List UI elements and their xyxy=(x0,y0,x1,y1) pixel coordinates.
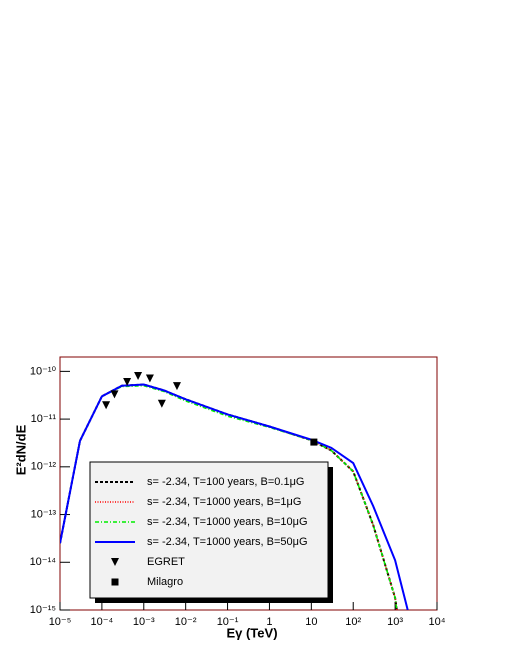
marker-triangle xyxy=(145,374,154,383)
x-tick-label: 10² xyxy=(345,616,361,628)
x-axis-title: Eγ (TeV) xyxy=(226,625,277,640)
x-tick-label: 10⁻³ xyxy=(133,616,155,628)
legend-label: Milagro xyxy=(147,576,183,588)
series-line xyxy=(60,384,398,610)
legend-label: s= -2.34, T=1000 years, B=1μG xyxy=(147,496,301,508)
x-tick-label: 10⁻¹ xyxy=(217,616,239,628)
y-tick-label: 10⁻¹⁰ xyxy=(30,365,57,377)
legend-label: s= -2.34, T=1000 years, B=50μG xyxy=(147,536,308,548)
legend-box xyxy=(89,461,329,599)
x-tick-label: 10³ xyxy=(387,616,403,628)
marker-triangle xyxy=(172,382,181,391)
legend-label: EGRET xyxy=(147,556,185,568)
x-tick-label: 1 xyxy=(266,616,272,628)
marker-triangle xyxy=(134,371,143,380)
marker-square xyxy=(111,578,119,586)
marker-triangle xyxy=(111,558,119,566)
marker-triangle xyxy=(102,401,111,410)
marker-triangle xyxy=(123,377,132,386)
y-tick-label: 10⁻¹³ xyxy=(31,508,57,520)
y-tick-label: 10⁻¹¹ xyxy=(31,413,57,425)
x-tick-label: 10⁻⁴ xyxy=(90,616,113,628)
x-tick-label: 10⁻² xyxy=(175,616,197,628)
y-tick-label: 10⁻¹² xyxy=(31,461,57,473)
x-tick-label: 10⁴ xyxy=(429,616,446,628)
marker-triangle xyxy=(110,390,119,399)
y-axis-title: E²dN/dE xyxy=(13,424,28,475)
marker-triangle xyxy=(157,399,166,408)
x-tick-label: 10 xyxy=(305,616,317,628)
series-line xyxy=(60,383,409,610)
y-tick-label: 10⁻¹⁴ xyxy=(30,556,57,568)
legend-label: s= -2.34, T=1000 years, B=10μG xyxy=(147,516,308,528)
x-tick-label: 10⁻⁵ xyxy=(49,616,72,628)
marker-square xyxy=(310,438,318,446)
legend-label: s= -2.34, T=100 years, B=0.1μG xyxy=(147,476,304,488)
plot-area xyxy=(60,383,409,610)
y-tick-label: 10⁻¹⁵ xyxy=(30,604,56,616)
